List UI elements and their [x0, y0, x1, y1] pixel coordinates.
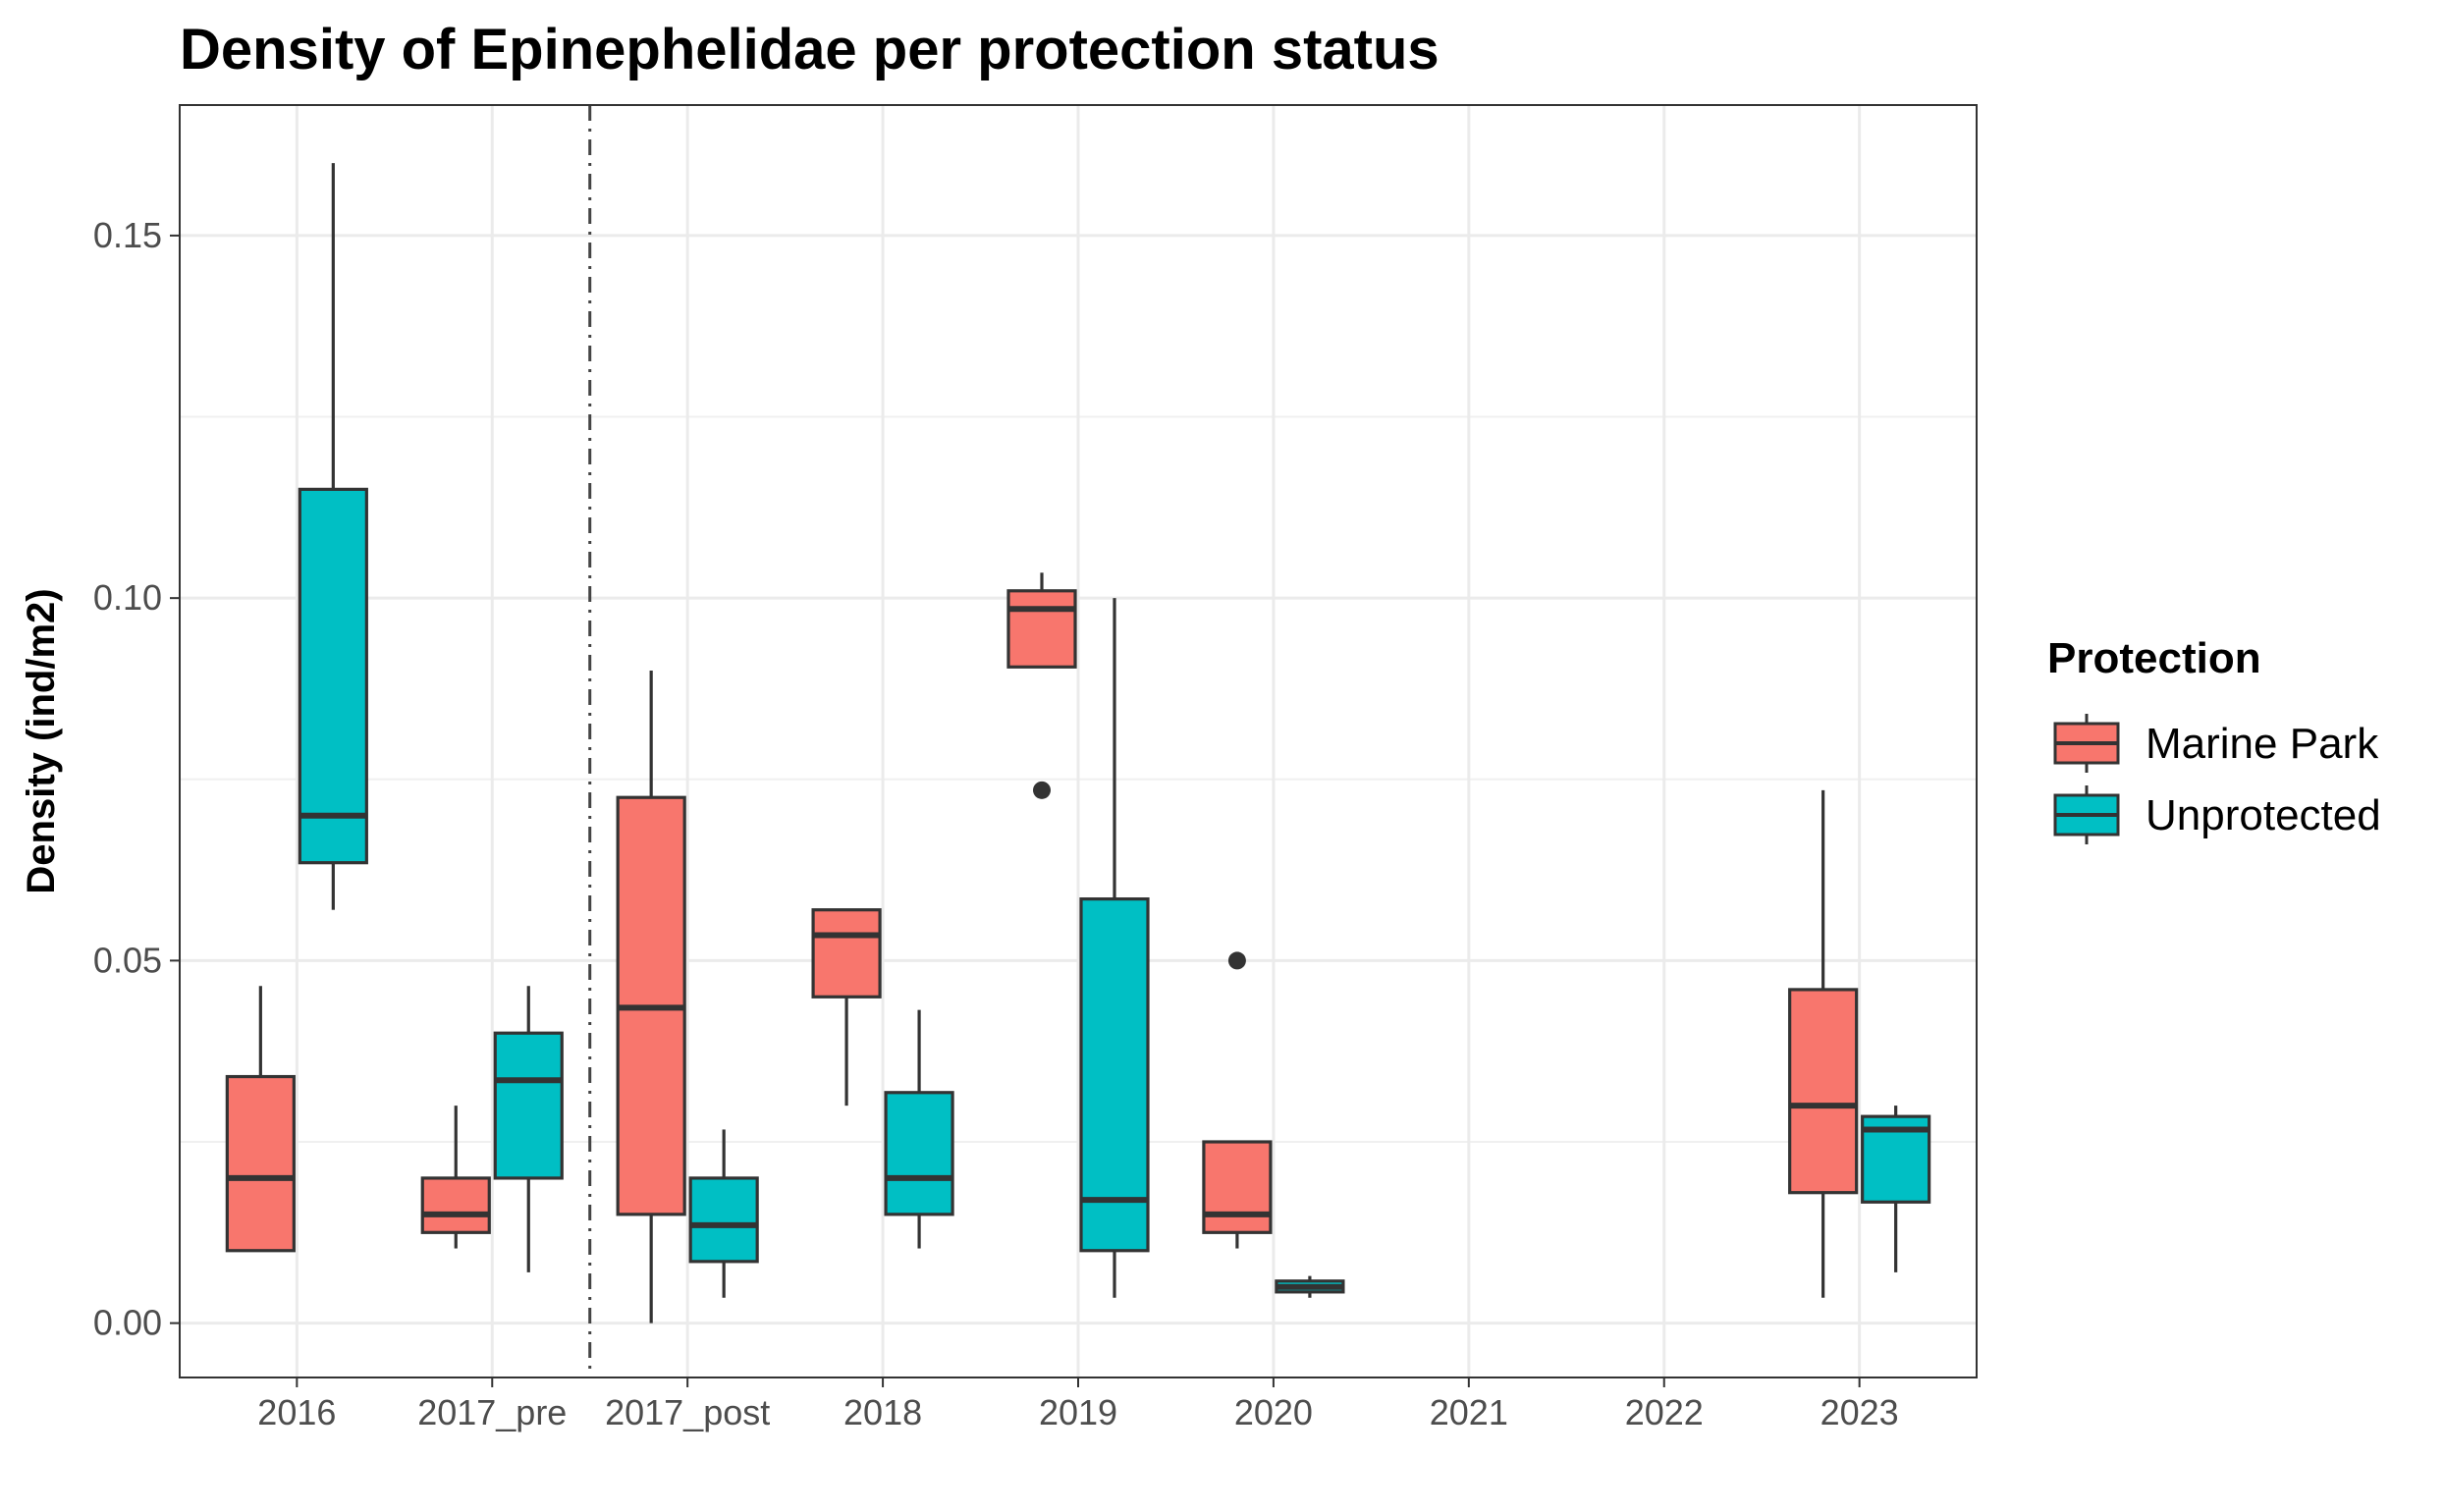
box	[1006, 589, 1077, 669]
outlier-point	[1227, 951, 1246, 970]
x-tick-label: 2020	[1234, 1392, 1313, 1432]
y-tick-label: 0.15	[93, 215, 162, 255]
box	[1079, 897, 1150, 1253]
box	[688, 1176, 759, 1264]
box	[811, 908, 882, 999]
x-axis: 2016 2017_pre 2017_post 2018 2019 2020 2021 202…	[257, 1377, 1899, 1432]
x-tick-label: 2016	[257, 1392, 336, 1432]
x-tick-label: 2017_pre	[417, 1392, 567, 1432]
y-tick-label: 0.10	[93, 577, 162, 618]
boxplot	[420, 1106, 491, 1249]
box	[225, 1074, 296, 1253]
box	[1202, 1140, 1273, 1234]
y-axis: 0.00 0.05 0.10 0.15	[93, 215, 180, 1343]
boxplot	[1788, 789, 1859, 1298]
boxplot	[298, 163, 368, 910]
x-tick-label: 2023	[1820, 1392, 1899, 1432]
box	[298, 487, 368, 865]
boxplot	[493, 986, 564, 1272]
boxes	[225, 163, 1931, 1323]
boxplot	[688, 1129, 759, 1298]
y-axis-title: Density (ind/m2)	[20, 588, 63, 893]
boxplot	[1006, 572, 1077, 799]
boxplot	[1861, 1106, 1931, 1272]
x-tick-label: 2021	[1430, 1392, 1508, 1432]
boxplot	[1275, 1275, 1345, 1298]
boxplot	[616, 671, 686, 1323]
x-tick-label: 2017_post	[605, 1392, 770, 1432]
y-tick-label: 0.00	[93, 1303, 162, 1343]
y-tick-label: 0.05	[93, 940, 162, 980]
box	[1788, 988, 1859, 1195]
box	[884, 1091, 954, 1216]
gridlines	[180, 105, 1977, 1377]
outlier-point	[1033, 781, 1051, 799]
x-tick-label: 2019	[1039, 1392, 1117, 1432]
legend-label: Unprotected	[2146, 791, 2381, 839]
legend-title: Protection	[2047, 634, 2261, 682]
box	[493, 1031, 564, 1180]
boxplot	[1202, 951, 1273, 1249]
chart-title: Density of Epinephelidae per protection …	[180, 18, 1440, 81]
boxplot	[1079, 598, 1150, 1298]
box	[420, 1176, 491, 1234]
boxplot	[884, 1009, 954, 1249]
boxplot	[811, 908, 882, 1107]
x-tick-label: 2022	[1625, 1392, 1704, 1432]
boxplot	[225, 986, 296, 1253]
legend-label: Marine Park	[2146, 720, 2379, 768]
x-tick-label: 2018	[843, 1392, 922, 1432]
legend: Protection Marine Park Unprotected	[2047, 634, 2381, 844]
